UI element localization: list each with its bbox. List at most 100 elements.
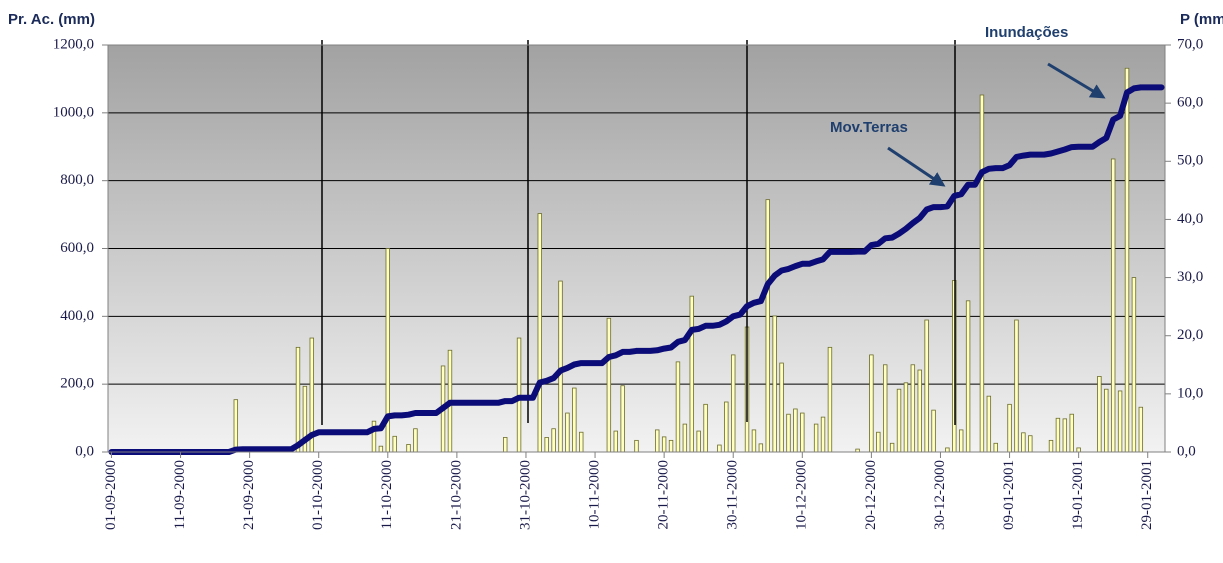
x-tick-label: 21-09-2000 bbox=[241, 460, 257, 530]
bar bbox=[1124, 67, 1130, 453]
x-tick-label: 11-10-2000 bbox=[379, 460, 395, 529]
bar bbox=[613, 430, 618, 453]
bar bbox=[565, 412, 570, 453]
bar bbox=[503, 437, 508, 453]
y-tick-label: 1000,0 bbox=[53, 104, 94, 120]
bar bbox=[958, 429, 964, 453]
bar bbox=[889, 442, 895, 453]
bar bbox=[986, 395, 992, 453]
bar bbox=[689, 295, 694, 453]
bar bbox=[724, 401, 729, 453]
bar bbox=[668, 439, 674, 453]
y2-tick-label: 70,0 bbox=[1177, 36, 1203, 52]
event-lines bbox=[321, 40, 956, 425]
bar bbox=[765, 199, 770, 453]
bar bbox=[813, 423, 819, 453]
x-tick-label: 10-11-2000 bbox=[586, 460, 602, 529]
bar bbox=[979, 94, 985, 453]
bar bbox=[1110, 158, 1116, 453]
x-tick-label: 30-12-2000 bbox=[932, 460, 948, 530]
y-axis-label: Pr. Ac. (mm) bbox=[8, 11, 95, 28]
bar bbox=[1014, 319, 1019, 453]
bar bbox=[993, 442, 998, 453]
y2-tick-label: 20,0 bbox=[1177, 327, 1203, 343]
x-tick-label: 10-12-2000 bbox=[794, 460, 810, 530]
y2-tick-label: 10,0 bbox=[1177, 385, 1203, 401]
bar bbox=[378, 445, 384, 453]
bar bbox=[682, 423, 688, 453]
bar bbox=[634, 439, 639, 453]
y2-tick-label: 60,0 bbox=[1177, 95, 1203, 111]
y-tick-label: 1200,0 bbox=[53, 36, 94, 52]
bar bbox=[917, 369, 922, 453]
x-tick-label: 21-10-2000 bbox=[448, 460, 464, 530]
bar bbox=[233, 399, 239, 453]
y-tick-label: 800,0 bbox=[60, 172, 94, 188]
bar bbox=[620, 385, 625, 453]
x-tick-label: 29-01-2001 bbox=[1139, 460, 1155, 530]
bar bbox=[820, 416, 826, 453]
y-tick-label: 200,0 bbox=[60, 376, 94, 392]
y2-axis-label: P (mm) bbox=[1180, 11, 1223, 28]
bar bbox=[1007, 403, 1012, 453]
bar bbox=[655, 429, 660, 453]
bar bbox=[910, 364, 916, 453]
x-tick-label: 20-11-2000 bbox=[656, 460, 672, 529]
annotation: Mov.Terras bbox=[830, 119, 908, 136]
bar bbox=[606, 317, 612, 453]
x-tick-label: 30-11-2000 bbox=[725, 460, 741, 529]
bar bbox=[827, 346, 833, 453]
y2-tick-label: 30,0 bbox=[1177, 269, 1203, 285]
bar bbox=[1062, 418, 1068, 453]
bar bbox=[965, 300, 971, 453]
bar bbox=[717, 444, 722, 453]
bar bbox=[945, 447, 950, 453]
bar bbox=[758, 443, 764, 453]
bar bbox=[1028, 435, 1033, 453]
y2-tick-label: 50,0 bbox=[1177, 153, 1203, 169]
x-tick-label: 31-10-2000 bbox=[517, 460, 533, 530]
bar bbox=[751, 429, 757, 453]
y-tick-label: 600,0 bbox=[60, 240, 94, 256]
bar bbox=[675, 361, 681, 453]
arrow bbox=[1047, 62, 1106, 99]
bar bbox=[896, 388, 902, 453]
bar bbox=[1131, 277, 1137, 453]
bar bbox=[579, 431, 584, 453]
bar bbox=[572, 387, 577, 453]
bar bbox=[1104, 388, 1109, 453]
y2-tick-label: 0,0 bbox=[1177, 443, 1196, 459]
bar bbox=[800, 412, 805, 453]
bar bbox=[537, 213, 542, 453]
bar bbox=[903, 382, 909, 453]
bar bbox=[883, 364, 888, 453]
arrow bbox=[887, 146, 946, 187]
bar bbox=[413, 428, 418, 453]
y-tick-label: 0,0 bbox=[75, 443, 94, 459]
bar bbox=[779, 362, 784, 453]
bar bbox=[1097, 376, 1102, 453]
x-tick-label: 01-09-2000 bbox=[103, 460, 119, 530]
bar bbox=[1055, 417, 1061, 453]
x-tick-label: 20-12-2000 bbox=[863, 460, 879, 530]
x-tick-label: 01-10-2000 bbox=[310, 460, 326, 530]
bar bbox=[772, 315, 777, 453]
bar bbox=[551, 428, 556, 453]
cumulative-line bbox=[108, 84, 1165, 455]
bar bbox=[1021, 432, 1026, 453]
bar bbox=[924, 319, 929, 453]
y-tick-label: 400,0 bbox=[60, 308, 94, 324]
bar bbox=[544, 437, 549, 453]
x-tick-label: 19-01-2001 bbox=[1070, 460, 1086, 530]
x-tick-label: 09-01-2001 bbox=[1001, 460, 1017, 530]
x-tick-label: 11-09-2000 bbox=[172, 460, 188, 529]
bar bbox=[406, 444, 411, 453]
bar bbox=[1117, 390, 1123, 453]
bar bbox=[869, 354, 874, 453]
bar bbox=[1048, 439, 1054, 453]
bar bbox=[696, 430, 701, 453]
bar bbox=[931, 409, 936, 453]
bar bbox=[392, 435, 397, 453]
bar bbox=[1076, 447, 1081, 453]
